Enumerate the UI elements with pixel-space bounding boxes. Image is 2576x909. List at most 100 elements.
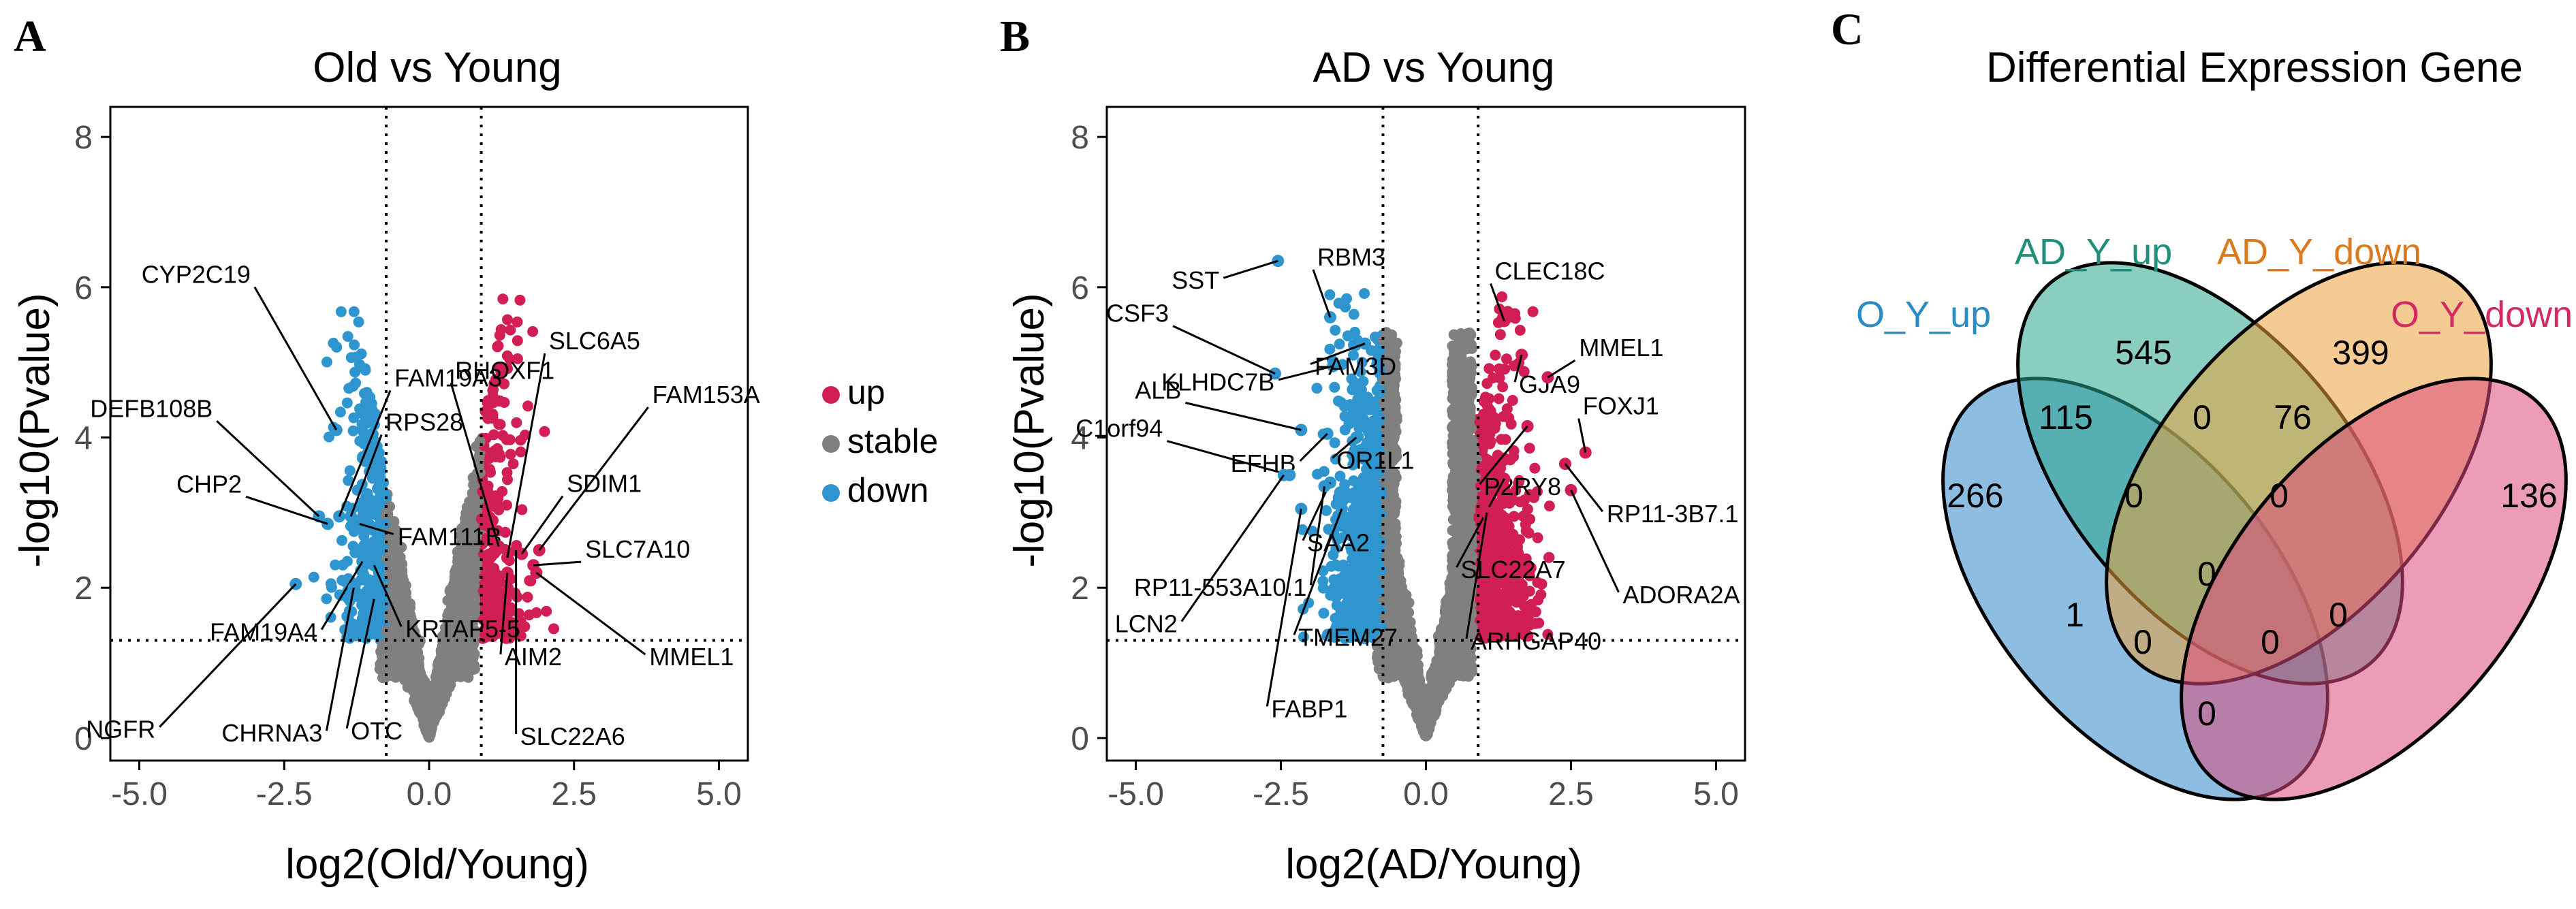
data-point (1514, 325, 1526, 336)
label-leader-line (216, 420, 320, 517)
data-point (505, 449, 516, 460)
x-tick-label: 5.0 (1693, 776, 1739, 812)
legend-up-label: up (847, 373, 885, 411)
data-point (348, 306, 360, 317)
label-leader-line (535, 571, 646, 656)
data-point (420, 724, 432, 735)
data-point (379, 518, 390, 530)
y-tick-label: 2 (74, 571, 93, 607)
x-tick-label: 5.0 (696, 776, 742, 812)
y-tick-label: 6 (74, 270, 93, 306)
gene-label: FAM153A (653, 381, 760, 409)
data-point (334, 406, 346, 418)
x-axis-label: log2(AD/Young) (1285, 841, 1582, 888)
data-point (499, 397, 510, 408)
x-tick-label: -5.0 (1108, 776, 1164, 812)
label-leader-line (245, 495, 328, 525)
data-point (511, 417, 522, 428)
data-point (392, 569, 404, 579)
gene-label: MMEL1 (649, 643, 734, 671)
data-point (392, 556, 403, 567)
gene-label: SLC7A10 (585, 535, 690, 563)
data-point (512, 316, 523, 328)
data-point (335, 306, 347, 317)
data-point (548, 623, 559, 635)
gene-label: RPS28 (386, 408, 463, 436)
data-point (308, 571, 319, 583)
data-point (484, 453, 495, 464)
data-point (456, 656, 467, 667)
data-point (502, 474, 513, 485)
panel-letter-a: A (14, 12, 46, 61)
panel-letter-c: C (1831, 5, 1864, 54)
data-point (392, 626, 404, 637)
data-point (507, 458, 519, 470)
data-point (541, 605, 552, 617)
data-point (514, 294, 526, 306)
data-point (490, 597, 501, 609)
legend-stable-dot (822, 435, 840, 453)
data-point (393, 669, 405, 680)
legend-up-dot (822, 386, 840, 404)
legend-down-label: down (847, 471, 929, 509)
data-point (441, 686, 452, 698)
data-point (439, 664, 450, 675)
data-point (356, 424, 368, 436)
data-point (1494, 329, 1506, 340)
data-point (509, 588, 520, 599)
data-point (491, 494, 503, 506)
data-point (488, 429, 499, 441)
data-point (501, 499, 512, 511)
data-point (410, 662, 422, 673)
panel-letter-b: B (1000, 12, 1030, 61)
data-point (473, 450, 485, 462)
data-point (330, 559, 341, 571)
data-point (1348, 308, 1360, 320)
legend-stable-label: stable (847, 422, 938, 460)
gene-label: RHOXF1 (455, 357, 554, 385)
y-tick-label: 8 (1071, 120, 1089, 156)
data-point (505, 324, 516, 336)
data-point (499, 378, 510, 389)
y-tick-label: 2 (1071, 571, 1089, 607)
plot-title: AD vs Young (1313, 44, 1554, 91)
data-point (342, 331, 354, 342)
x-tick-label: 0.0 (407, 776, 452, 812)
scatter-points (308, 293, 559, 743)
data-point (527, 325, 539, 337)
legend-down-dot (822, 484, 840, 502)
data-point (358, 438, 369, 449)
gene-label: CHRNA3 (221, 719, 322, 747)
data-point (468, 553, 480, 564)
data-point (421, 706, 433, 718)
data-point (492, 341, 503, 353)
gene-label: NGFR (86, 716, 155, 744)
data-point (522, 400, 533, 412)
gene-label: OTC (351, 717, 403, 745)
x-tick-label: -2.5 (256, 776, 313, 812)
data-point (456, 665, 468, 677)
gene-label: CYP2C19 (142, 260, 251, 288)
gene-label: SLC22A6 (520, 722, 625, 750)
gene-label: SDIM1 (567, 470, 642, 498)
x-tick-label: 2.5 (551, 776, 597, 812)
x-tick-label: -5.0 (111, 776, 168, 812)
data-point (497, 293, 509, 305)
volcano-plot-old-vs-young: Old vs Young log2(Old/Young) -log10(Pval… (12, 44, 760, 888)
data-point (1334, 338, 1345, 350)
gene-label: FAM19A4 (210, 618, 317, 646)
data-point (495, 577, 507, 588)
data-point (458, 568, 470, 579)
data-point (487, 390, 499, 402)
gene-label: SLC6A5 (549, 327, 640, 355)
data-point (321, 356, 332, 368)
data-point (539, 426, 550, 437)
data-point (388, 654, 400, 665)
data-point (371, 510, 383, 522)
gene-label: DEFB108B (90, 394, 213, 422)
x-tick-label: 2.5 (1548, 776, 1594, 812)
data-point (321, 593, 332, 605)
data-point (341, 397, 353, 409)
data-point (457, 645, 469, 656)
